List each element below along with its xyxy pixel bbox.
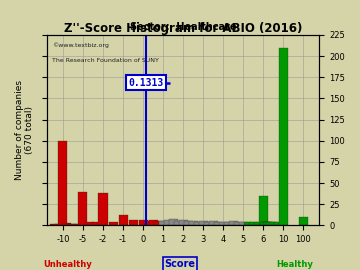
- Bar: [259, 196, 268, 225]
- Bar: [139, 220, 148, 225]
- Bar: [269, 222, 278, 225]
- Bar: [168, 219, 177, 225]
- Bar: [154, 221, 163, 225]
- Bar: [249, 222, 258, 225]
- Bar: [264, 222, 273, 225]
- Bar: [163, 220, 173, 225]
- Text: ©www.textbiz.org: ©www.textbiz.org: [52, 42, 109, 48]
- Bar: [224, 222, 233, 225]
- Bar: [99, 193, 108, 225]
- Bar: [78, 192, 87, 225]
- Bar: [189, 221, 198, 225]
- Bar: [254, 222, 263, 225]
- Title: Z''-Score Histogram for ABIO (2016): Z''-Score Histogram for ABIO (2016): [64, 22, 302, 35]
- Text: Sector:  Healthcare: Sector: Healthcare: [130, 22, 237, 32]
- Bar: [279, 48, 288, 225]
- Bar: [50, 224, 59, 225]
- Bar: [58, 141, 67, 225]
- Bar: [299, 217, 308, 225]
- Bar: [174, 221, 183, 225]
- Bar: [239, 222, 248, 225]
- Text: The Research Foundation of SUNY: The Research Foundation of SUNY: [52, 58, 159, 63]
- Bar: [266, 222, 275, 225]
- Bar: [274, 222, 283, 225]
- Bar: [214, 222, 223, 225]
- Y-axis label: Number of companies
(670 total): Number of companies (670 total): [15, 80, 35, 180]
- Bar: [149, 220, 158, 225]
- Text: Unhealthy: Unhealthy: [43, 260, 92, 269]
- Bar: [144, 221, 153, 225]
- Text: 0.1313: 0.1313: [128, 77, 163, 87]
- Bar: [194, 222, 203, 225]
- Bar: [234, 222, 243, 225]
- Bar: [129, 220, 138, 225]
- Bar: [219, 222, 228, 225]
- Bar: [85, 222, 94, 225]
- Text: Healthy: Healthy: [276, 260, 313, 269]
- Bar: [75, 224, 84, 225]
- Bar: [108, 222, 117, 225]
- Bar: [92, 222, 101, 225]
- Bar: [260, 222, 269, 225]
- Bar: [71, 224, 80, 225]
- Bar: [184, 221, 193, 225]
- Bar: [62, 223, 71, 225]
- Bar: [67, 224, 76, 225]
- Bar: [204, 222, 213, 225]
- Bar: [209, 221, 218, 225]
- Bar: [262, 222, 271, 225]
- Bar: [199, 221, 208, 225]
- Text: Score: Score: [165, 259, 195, 269]
- Bar: [159, 221, 168, 225]
- Bar: [179, 220, 188, 225]
- Bar: [54, 224, 63, 225]
- Bar: [118, 215, 127, 225]
- Bar: [261, 222, 270, 225]
- Bar: [229, 221, 238, 225]
- Bar: [244, 222, 253, 225]
